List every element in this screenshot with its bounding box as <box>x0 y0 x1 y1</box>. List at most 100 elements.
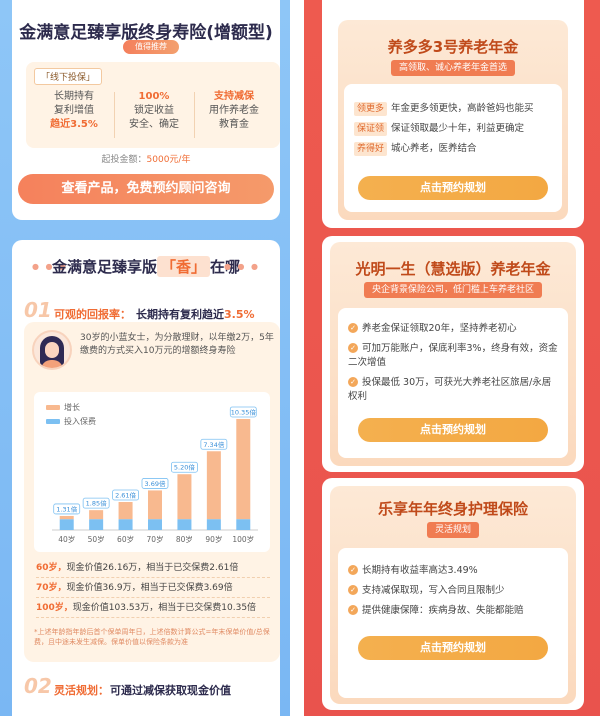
growth-chart: 增长 投入保费 1.31倍 40岁 1.85倍 50岁 2.61倍 60岁 3.69倍 70岁… <box>34 392 270 552</box>
feature-line: 保证领 保证领取最少十年，利益更确定 <box>354 122 524 136</box>
data-label-box <box>82 497 110 509</box>
feature-2-line2: 锁定收益 <box>134 105 174 116</box>
feature-line: ✓ 可加万能账户，保底利率3%，终身有效，资金二次增值 <box>348 342 558 370</box>
section-1-label: 可观的回报率： <box>54 308 131 321</box>
feature-3-line2: 用作养老金 <box>209 105 259 116</box>
highlights-title-post: 在哪 <box>210 258 241 276</box>
feature-line: 养得好 城心养老，医养结合 <box>354 142 477 156</box>
divider <box>114 92 115 138</box>
feature-1-line1: 长期持有 <box>54 91 94 102</box>
product-title: 光明一生（慧选版）养老年金 <box>355 260 551 278</box>
avatar <box>32 330 72 370</box>
min-amount-value: 5000元/年 <box>146 155 191 165</box>
data-label: 7.34倍 <box>203 440 224 449</box>
data-label: 1.85倍 <box>86 499 107 508</box>
feature-line: ✓ 提供健康保障：疾病身故、失能都能赔 <box>348 604 524 618</box>
calc-row-3: 100岁，现金价值103.53万，相当于已交保费10.35倍 <box>36 600 270 618</box>
calc-text: 现金价值26.16万，相当于已交保费2.61倍 <box>66 563 239 573</box>
data-label: 5.20倍 <box>174 463 195 472</box>
book-planning-button[interactable]: 点击预约规划 <box>358 176 548 200</box>
highlights-title-pre: 金满意足臻享版 <box>51 258 157 276</box>
feature-text: 支持减保取现，写入合同且限制少 <box>362 585 505 596</box>
feature-text: 保证领取最少十年，利益更确定 <box>391 123 525 134</box>
bar-premium <box>148 519 162 530</box>
data-label-box <box>141 478 169 489</box>
min-amount-label: 起投金额： <box>101 155 147 165</box>
feature-2-line3: 安全、确定 <box>129 119 179 130</box>
feature-text: 投保最低 30万，可获光大养老社区旅居/永居权利 <box>348 377 552 402</box>
feature-line: ✓ 长期持有收益率高达3.49% <box>348 564 478 578</box>
product-card-jinmanyi: 金满意足臻享版终身寿险(增额型) 值得推荐 「线下投保」 长期持有 复利增值 趋… <box>12 0 280 220</box>
offline-tag: 「线下投保」 <box>34 68 103 85</box>
legend-grow: 增长 <box>46 402 80 413</box>
x-tick-label: 80岁 <box>176 534 193 544</box>
view-product-button[interactable]: 查看产品，免费预约顾问咨询 <box>18 174 274 204</box>
product-card-guangming: 光明一生（慧选版）养老年金 央企背景保险公司，低门槛上车养老社区 ✓ 养老金保证领… <box>322 236 584 472</box>
bar-growth <box>206 451 221 520</box>
feature-1: 长期持有 复利增值 趋近3.5% <box>34 90 114 132</box>
bar-premium <box>89 519 104 530</box>
product-title: 养多多3号养老年金 <box>387 38 519 56</box>
book-planning-button[interactable]: 点击预约规划 <box>358 636 548 660</box>
feature-text: 养老金保证领取20年，坚持养老初心 <box>362 323 517 334</box>
story-text: 30岁的小蓝女士，为分散理财，以年缴2万，5年缴费的方式买入10万元的增额终身寿… <box>80 333 274 356</box>
data-label-box <box>200 438 228 450</box>
calc-age: 100岁， <box>36 603 73 613</box>
panel-divider <box>290 0 304 716</box>
x-tick-label: 90岁 <box>205 534 222 544</box>
feature-line: ✓ 投保最低 30万，可获光大养老社区旅居/永居权利 <box>348 376 558 404</box>
highlights-title-highlight: 「香」 <box>156 256 210 277</box>
data-label: 2.61倍 <box>115 491 136 500</box>
data-label-box <box>171 461 198 473</box>
bar-growth <box>177 474 192 520</box>
feature-3-highlight: 支持减保 <box>214 91 254 102</box>
calc-row-1: 60岁，现金价值26.16万，相当于已交保费2.61倍 <box>36 560 270 578</box>
check-icon: ✓ <box>348 323 358 333</box>
product-subtitle: 灵活规划 <box>426 522 480 538</box>
feature-2: 100% 锁定收益 安全、确定 <box>114 90 194 132</box>
x-tick-label: 100岁 <box>232 534 254 544</box>
feature-tag: 保证领 <box>354 122 388 136</box>
divider <box>194 92 195 138</box>
bar-premium <box>118 519 133 530</box>
check-icon: ✓ <box>348 605 358 615</box>
section-2-number: 02 <box>24 674 52 698</box>
x-tick-label: 70岁 <box>146 534 163 544</box>
data-label: 3.69倍 <box>145 479 166 488</box>
product-card-yangduoduo: 养多多3号养老年金 高领取、诚心养老年金首选 领更多 年金更多领更快，高龄爸妈也能… <box>322 0 584 228</box>
disclaimer-note: *上述年龄指年龄后首个保单周年日，上述倍数计算公式=年末保单价值/总保费，且中途… <box>34 628 270 646</box>
legend-paid: 投入保费 <box>46 416 96 427</box>
data-label-box <box>112 489 139 501</box>
book-planning-button[interactable]: 点击预约规划 <box>358 418 548 442</box>
calc-row-2: 70岁，现金价值36.9万，相当于已交保费3.69倍 <box>36 580 270 598</box>
section-1-text-highlight: 3.5% <box>224 308 255 321</box>
feature-text: 提供健康保障：疾病身故、失能都能赔 <box>362 605 524 616</box>
bar-premium <box>177 519 192 530</box>
bar-growth <box>59 515 74 520</box>
x-tick-label: 60岁 <box>117 534 134 544</box>
feature-3: 支持减保 用作养老金 教育金 <box>194 90 274 132</box>
bar-growth <box>89 510 104 520</box>
bar-premium <box>59 519 74 530</box>
product-title: 金满意足臻享版终身寿险(增额型) <box>19 23 273 43</box>
data-label: 1.31倍 <box>56 504 77 513</box>
x-tick-label: 40岁 <box>58 534 75 544</box>
feature-2-highlight: 100% <box>138 91 170 102</box>
check-icon: ✓ <box>348 565 358 575</box>
product-subtitle: 高领取、诚心养老年金首选 <box>390 60 516 76</box>
data-label-box <box>53 503 81 515</box>
calc-text: 现金价值36.9万，相当于已交保费3.69倍 <box>66 583 233 593</box>
feature-1-line2: 复利增值 <box>54 105 94 116</box>
highlights-title: 金满意足臻享版 「香」 在哪 <box>12 256 280 277</box>
check-icon: ✓ <box>348 343 358 353</box>
section-2-text: 可通过减保获取现金价值 <box>110 684 231 697</box>
legend-grow-label: 增长 <box>64 403 80 412</box>
bar-growth <box>118 502 133 520</box>
chart-plot: 1.31倍 40岁 1.85倍 50岁 2.61倍 60岁 3.69倍 70岁 5.20倍 80岁… <box>52 406 258 544</box>
check-icon: ✓ <box>348 585 358 595</box>
feature-tag: 养得好 <box>354 142 388 156</box>
legend-paid-label: 投入保费 <box>64 417 96 426</box>
data-label-box <box>229 406 257 418</box>
calc-age: 70岁， <box>36 583 67 593</box>
min-amount: 起投金额：5000元/年 <box>12 152 280 165</box>
